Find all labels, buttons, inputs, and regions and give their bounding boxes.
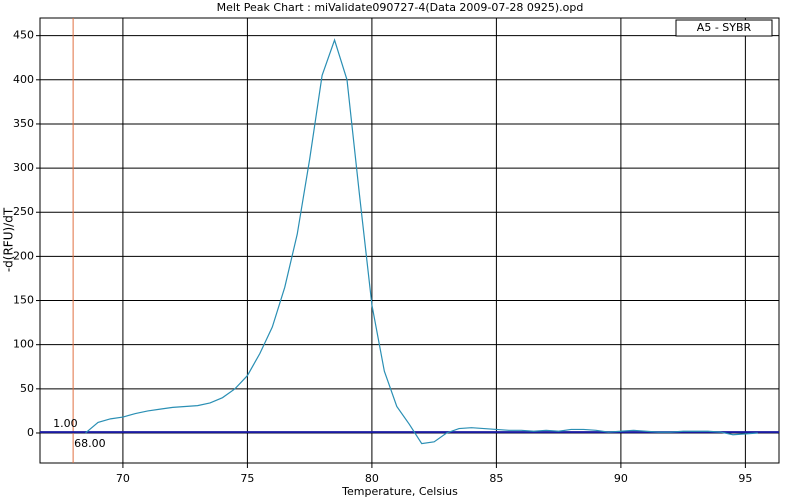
y-tick-label: 450	[13, 29, 34, 42]
y-axis-label: -d(RFU)/dT	[2, 207, 16, 272]
data-line	[85, 38, 758, 445]
y-tick-label: 400	[13, 73, 34, 86]
legend-box	[675, 19, 773, 37]
marker-label: 68.00	[74, 437, 106, 450]
y-tick-label: 0	[27, 426, 34, 439]
x-tick-label: 90	[614, 472, 628, 485]
plot-frame	[39, 17, 780, 464]
x-axis-label: Temperature, Celsius	[341, 485, 458, 498]
y-tick-label: 250	[13, 205, 34, 218]
y-tick-label: 150	[13, 294, 34, 307]
y-tick-label: 300	[13, 161, 34, 174]
x-tick-label: 80	[365, 472, 379, 485]
x-tick-label: 75	[240, 472, 254, 485]
y-tick-label: 50	[20, 382, 34, 395]
y-tick-label: 200	[13, 249, 34, 262]
y-tick-label: 100	[13, 338, 34, 351]
x-tick-label: 85	[489, 472, 503, 485]
x-tick-label: 95	[738, 472, 752, 485]
y-tick-label: 350	[13, 117, 34, 130]
chart-title: Melt Peak Chart : miValidate090727-4(Dat…	[217, 1, 584, 14]
threshold-label: 1.00	[53, 417, 78, 430]
legend-entry: A5 - SYBR	[697, 21, 752, 34]
x-tick-label: 70	[116, 472, 130, 485]
